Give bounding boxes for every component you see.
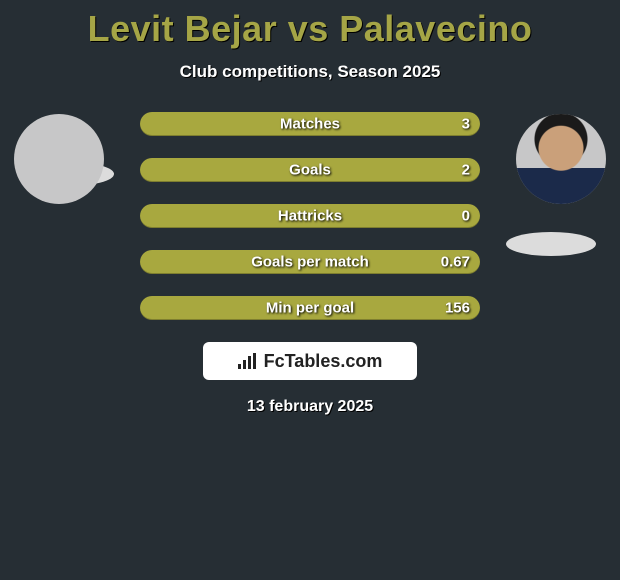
stat-row: Goals 2: [140, 158, 480, 182]
stat-name: Goals per match: [251, 254, 369, 271]
stat-name: Goals: [289, 162, 331, 179]
stat-name: Matches: [280, 116, 340, 133]
player-right-avatar: [516, 114, 606, 204]
stat-right-value: 3: [462, 116, 470, 133]
stat-right-value: 0: [462, 208, 470, 225]
comparison-panel: Matches 3 Goals 2 Hattricks 0 Goals per …: [0, 112, 620, 416]
stat-right-value: 2: [462, 162, 470, 179]
fctables-logo: FcTables.com: [203, 342, 417, 380]
stat-row: Hattricks 0: [140, 204, 480, 228]
stat-row: Goals per match 0.67: [140, 250, 480, 274]
stat-right-value: 156: [445, 300, 470, 317]
stat-row: Matches 3: [140, 112, 480, 136]
player-left-avatar: [14, 114, 104, 204]
stat-right-value: 0.67: [441, 254, 470, 271]
stat-row: Min per goal 156: [140, 296, 480, 320]
stat-name: Min per goal: [266, 300, 354, 317]
bar-chart-icon: [238, 353, 258, 369]
logo-text: FcTables.com: [264, 351, 383, 372]
subtitle: Club competitions, Season 2025: [0, 62, 620, 82]
snapshot-date: 13 february 2025: [0, 398, 620, 416]
stat-name: Hattricks: [278, 208, 342, 225]
player-right-shadow: [506, 232, 596, 256]
stat-bars: Matches 3 Goals 2 Hattricks 0 Goals per …: [140, 112, 480, 320]
page-title: Levit Bejar vs Palavecino: [0, 0, 620, 50]
